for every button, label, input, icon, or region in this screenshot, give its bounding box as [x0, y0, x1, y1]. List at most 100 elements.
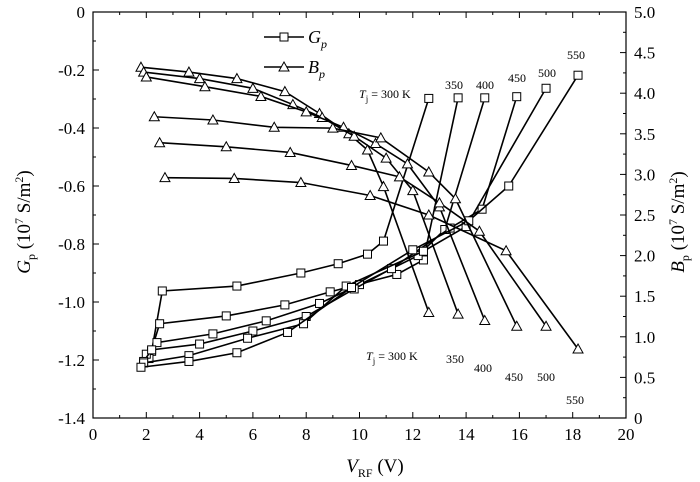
bottom-label-450: 450: [505, 370, 523, 384]
bp-point-triangle: [401, 157, 414, 169]
bp-point-triangle: [406, 184, 419, 196]
y-right-tick-label: 5.0: [634, 3, 655, 22]
bp-point-triangle: [380, 152, 392, 163]
gp-point-square: [155, 319, 165, 329]
gp-point-square: [453, 93, 463, 103]
bp-point-triangle: [500, 244, 512, 256]
bp-point-triangle: [361, 144, 374, 155]
gp-point-square: [512, 92, 522, 102]
bp-point-triangle: [300, 105, 313, 117]
bp-point-triangle: [422, 165, 435, 177]
legend-bp-label: Bp: [308, 57, 325, 81]
bp-point-triangle: [478, 314, 491, 326]
x-tick-label: 16: [511, 425, 528, 444]
top-label-300k: Tj = 300 K: [359, 87, 411, 104]
bp-point-triangle: [247, 82, 259, 93]
gp-point-square: [152, 338, 162, 348]
right-y-tick-labels: 5.0 4.5 4.0 3.5 3.0 2.5 2.0 1.5 1.0 0.5 0: [634, 3, 655, 428]
gp-point-square: [157, 286, 167, 296]
gp-point-square: [147, 345, 157, 355]
bp-point-triangle: [369, 137, 382, 149]
gp-point-square: [232, 281, 242, 291]
bp-point-triangle: [540, 320, 552, 331]
bp-point-triangle: [268, 121, 281, 132]
gp-point-square: [408, 245, 418, 255]
bp-point-triangle: [207, 113, 219, 125]
x-tick-label: 12: [404, 425, 421, 444]
bp-point-triangle: [449, 192, 462, 204]
top-label-550: 550: [567, 48, 585, 62]
bp-series-line: [159, 141, 547, 327]
gp-point-square: [347, 283, 357, 292]
bp-point-triangle: [327, 122, 339, 133]
gp-point-square: [208, 329, 218, 339]
bottom-temperature-labels: Tj = 300 K 350 400 450 500 550: [366, 349, 584, 407]
gp-point-square: [280, 300, 290, 310]
gp-point-square: [362, 249, 372, 259]
bp-point-triangle: [364, 189, 377, 201]
x-tick-label: 8: [302, 425, 311, 444]
bp-point-triangle: [231, 72, 243, 84]
bp-point-triangle: [199, 80, 211, 92]
legend-bp-marker-icon: [278, 60, 290, 72]
legend-gp-label: Gp: [308, 27, 327, 51]
bp-point-triangle: [220, 140, 233, 152]
y-left-tick-label: -0.6: [58, 177, 85, 196]
x-tick-label: 2: [142, 425, 151, 444]
bottom-label-300k: Tj = 300 K: [366, 349, 418, 366]
bp-series-group: [135, 61, 584, 354]
x-tick-label: 20: [618, 425, 635, 444]
bottom-label-550: 550: [566, 393, 584, 407]
gp-point-square: [418, 246, 428, 256]
axis-ticks: [92, 11, 627, 419]
y-left-tick-label: -0.8: [58, 235, 85, 254]
y-left-tick-label: -1.0: [58, 293, 85, 312]
y-left-tick-label: -1.2: [58, 351, 85, 370]
x-tick-label: 18: [564, 425, 581, 444]
gp-point-square: [333, 259, 343, 269]
gp-point-square: [136, 362, 146, 372]
top-label-350: 350: [445, 78, 463, 92]
y-right-tick-label: 2.5: [634, 206, 655, 225]
x-axis-label: VRF (V): [346, 456, 403, 480]
x-tick-label: 4: [195, 425, 204, 444]
gp-point-square: [248, 326, 258, 336]
y-right-tick-label: 4.5: [634, 44, 655, 63]
gp-series-line: [145, 97, 486, 355]
x-tick-label: 6: [249, 425, 258, 444]
y-right-tick-label: 1.0: [634, 328, 655, 347]
gp-point-square: [184, 356, 194, 366]
bp-point-triangle: [433, 196, 446, 208]
y-right-tick-label: 4.0: [634, 84, 655, 103]
y-left-tick-label: 0: [77, 3, 86, 22]
y-right-tick-label: 2.0: [634, 247, 655, 266]
bp-point-triangle: [510, 320, 523, 331]
bp-point-triangle: [422, 306, 435, 317]
bp-point-triangle: [183, 66, 195, 77]
bp-point-triangle: [295, 176, 307, 188]
left-y-tick-labels: 0 -0.2 -0.4 -0.6 -0.8 -1.0 -1.2 -1.4: [58, 3, 85, 428]
gp-point-square: [325, 287, 335, 297]
gp-point-square: [480, 93, 490, 103]
bottom-label-500: 500: [537, 370, 555, 384]
x-tick-label: 10: [351, 425, 368, 444]
gp-point-square: [243, 333, 253, 343]
x-tick-label: 0: [89, 425, 98, 444]
gp-series-line: [143, 87, 547, 364]
bp-point-triangle: [193, 72, 206, 84]
y-right-tick-label: 0: [634, 409, 643, 428]
bp-point-triangle: [473, 225, 486, 236]
gp-point-square: [221, 311, 231, 321]
x-tick-labels: 0 2 4 6 8 10 12 14 16 18 20: [89, 425, 635, 444]
y-right-tick-label: 1.5: [634, 287, 655, 306]
bp-point-triangle: [148, 110, 161, 122]
gp-point-square: [296, 268, 306, 278]
bp-point-triangle: [255, 90, 267, 101]
gp-point-square: [504, 181, 514, 191]
right-y-axis-label: Bp (107 S/m2): [666, 171, 692, 272]
gp-point-square: [315, 298, 325, 308]
gp-point-square: [541, 83, 551, 93]
left-y-axis-label: Gp (107 S/m2): [12, 170, 38, 274]
bp-point-triangle: [228, 172, 241, 183]
